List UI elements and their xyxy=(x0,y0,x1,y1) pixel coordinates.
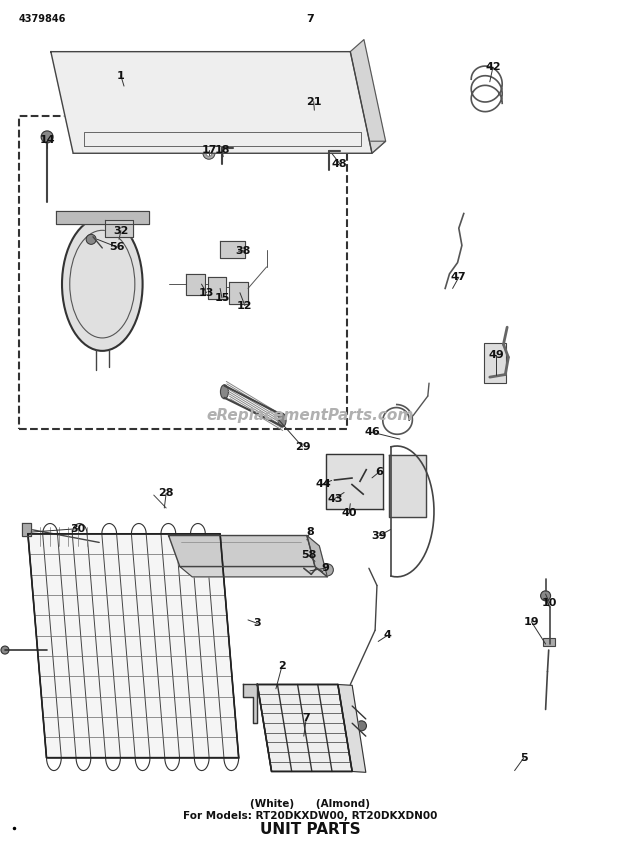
Polygon shape xyxy=(51,52,372,153)
Text: 42: 42 xyxy=(485,62,501,72)
Text: 6: 6 xyxy=(376,467,383,477)
Polygon shape xyxy=(22,523,31,536)
Polygon shape xyxy=(169,536,315,567)
Text: 21: 21 xyxy=(306,96,322,107)
Circle shape xyxy=(107,89,116,97)
Polygon shape xyxy=(105,220,133,237)
Circle shape xyxy=(206,151,212,156)
Circle shape xyxy=(309,102,319,113)
Circle shape xyxy=(169,112,178,121)
Circle shape xyxy=(237,75,246,84)
Text: 4: 4 xyxy=(384,630,391,641)
Text: 3: 3 xyxy=(254,618,261,629)
Polygon shape xyxy=(326,454,383,509)
Text: 15: 15 xyxy=(215,293,229,303)
Text: 38: 38 xyxy=(236,245,250,256)
Text: 40: 40 xyxy=(341,508,356,518)
Circle shape xyxy=(333,460,376,503)
Text: 56: 56 xyxy=(110,242,125,252)
Text: .: . xyxy=(598,14,601,24)
Circle shape xyxy=(321,564,334,576)
Text: 8: 8 xyxy=(306,527,314,537)
Ellipse shape xyxy=(221,385,228,399)
Polygon shape xyxy=(186,274,205,295)
Text: 58: 58 xyxy=(301,550,316,561)
Text: (White)      (Almond): (White) (Almond) xyxy=(250,799,370,809)
Circle shape xyxy=(203,147,215,159)
Polygon shape xyxy=(350,40,386,153)
Text: 46: 46 xyxy=(364,427,380,437)
Circle shape xyxy=(144,77,153,86)
Bar xyxy=(484,344,505,383)
Text: 47: 47 xyxy=(451,272,467,282)
Polygon shape xyxy=(73,141,386,153)
Text: UNIT PARTS: UNIT PARTS xyxy=(260,821,360,837)
Ellipse shape xyxy=(278,413,286,427)
Text: 29: 29 xyxy=(294,442,311,452)
Polygon shape xyxy=(220,241,245,258)
Circle shape xyxy=(191,71,200,80)
Text: 17: 17 xyxy=(202,145,217,155)
Text: 10: 10 xyxy=(542,598,557,608)
Circle shape xyxy=(541,591,551,601)
Text: 7: 7 xyxy=(303,713,310,723)
Polygon shape xyxy=(229,282,248,304)
Text: eReplacementParts.com: eReplacementParts.com xyxy=(206,407,414,423)
Text: 43: 43 xyxy=(327,493,342,504)
Circle shape xyxy=(210,108,218,116)
Bar xyxy=(542,638,554,646)
Polygon shape xyxy=(307,536,327,577)
Text: 14: 14 xyxy=(39,135,55,146)
Text: 9: 9 xyxy=(321,563,329,573)
Polygon shape xyxy=(338,684,366,772)
Text: 44: 44 xyxy=(315,479,331,489)
Circle shape xyxy=(356,721,366,731)
Polygon shape xyxy=(56,211,149,224)
Circle shape xyxy=(86,234,96,245)
Text: 5: 5 xyxy=(520,753,528,763)
Text: 30: 30 xyxy=(71,523,86,534)
Text: 18: 18 xyxy=(215,145,229,155)
Text: 48: 48 xyxy=(332,158,348,169)
Circle shape xyxy=(1,646,9,654)
Circle shape xyxy=(309,92,317,101)
Text: For Models: RT20DKXDW00, RT20DKXDN00: For Models: RT20DKXDW00, RT20DKXDN00 xyxy=(183,811,437,821)
Polygon shape xyxy=(28,534,239,758)
Text: 13: 13 xyxy=(199,288,214,298)
Text: 12: 12 xyxy=(237,300,253,311)
Text: 39: 39 xyxy=(372,530,387,541)
Polygon shape xyxy=(243,684,257,723)
Polygon shape xyxy=(389,455,426,517)
Circle shape xyxy=(350,476,360,486)
Text: 4379846: 4379846 xyxy=(19,14,66,24)
Polygon shape xyxy=(208,277,226,299)
Circle shape xyxy=(299,561,306,570)
Circle shape xyxy=(284,77,293,85)
Ellipse shape xyxy=(62,218,143,351)
Circle shape xyxy=(41,131,53,143)
Text: 28: 28 xyxy=(159,488,174,499)
Polygon shape xyxy=(180,567,327,577)
Text: 7: 7 xyxy=(306,14,314,24)
Text: 32: 32 xyxy=(113,226,128,236)
Text: 1: 1 xyxy=(117,71,125,81)
Polygon shape xyxy=(257,684,352,771)
Text: 19: 19 xyxy=(523,616,539,627)
Text: 49: 49 xyxy=(488,350,504,360)
Text: 2: 2 xyxy=(278,660,286,671)
